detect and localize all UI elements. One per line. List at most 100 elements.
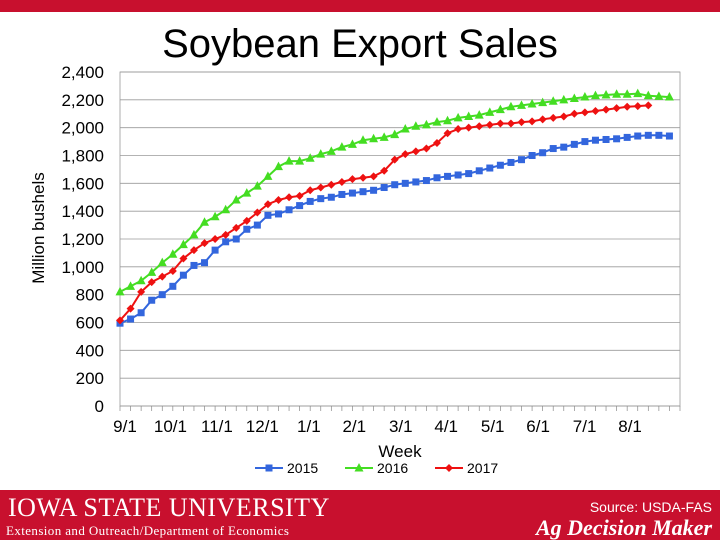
data-point xyxy=(147,267,157,276)
series-2016 xyxy=(115,88,674,296)
data-point xyxy=(190,261,198,269)
data-point xyxy=(633,102,642,111)
data-point xyxy=(273,161,283,171)
y-tick-label: 1,400 xyxy=(61,202,104,221)
x-tick-label: 5/1 xyxy=(481,417,505,436)
data-point xyxy=(391,181,399,189)
data-point xyxy=(232,223,241,232)
x-tick-label: 7/1 xyxy=(573,417,597,436)
data-point xyxy=(211,246,219,254)
data-point xyxy=(486,164,494,172)
data-point xyxy=(221,230,230,239)
data-point xyxy=(178,239,188,249)
legend-item: 2015 xyxy=(255,460,318,476)
data-point xyxy=(622,89,632,98)
data-point xyxy=(401,179,409,187)
data-point xyxy=(590,90,600,100)
data-point xyxy=(338,190,346,198)
legend-label: 2015 xyxy=(287,460,318,476)
data-point xyxy=(295,191,304,200)
data-point xyxy=(454,171,462,179)
data-point xyxy=(263,171,273,180)
data-point xyxy=(454,125,463,134)
data-point xyxy=(485,107,495,116)
data-point xyxy=(475,167,483,175)
data-point xyxy=(549,113,558,122)
legend-label: 2016 xyxy=(377,460,408,476)
top-red-bar xyxy=(0,0,720,12)
data-point xyxy=(168,249,178,258)
data-point xyxy=(654,91,664,100)
data-point xyxy=(496,161,504,169)
data-point xyxy=(189,246,198,255)
data-point xyxy=(601,89,611,99)
data-point xyxy=(539,149,547,157)
data-point xyxy=(115,286,125,296)
data-point xyxy=(411,147,420,156)
y-tick-label: 2,400 xyxy=(61,63,104,82)
data-point xyxy=(201,259,209,267)
data-point xyxy=(580,92,590,101)
y-tick-label: 0 xyxy=(95,397,104,416)
data-point xyxy=(612,104,621,113)
data-point xyxy=(264,211,272,219)
data-point xyxy=(137,309,145,317)
data-point xyxy=(369,133,379,143)
data-point xyxy=(158,291,166,299)
data-point xyxy=(305,153,315,162)
x-tick-label: 6/1 xyxy=(526,417,550,436)
data-point xyxy=(401,150,410,159)
data-point xyxy=(370,186,378,194)
x-tick-label: 12/1 xyxy=(246,417,279,436)
data-point xyxy=(242,216,251,225)
data-point xyxy=(200,217,210,226)
data-point xyxy=(432,138,441,147)
data-point xyxy=(327,193,335,201)
data-point xyxy=(337,177,346,186)
data-point xyxy=(200,239,209,248)
data-point xyxy=(348,189,356,197)
y-tick-label: 1,800 xyxy=(61,147,104,166)
data-point xyxy=(359,173,368,182)
data-point xyxy=(527,99,537,108)
data-point xyxy=(169,282,177,290)
data-point xyxy=(464,111,474,121)
data-point xyxy=(189,229,199,239)
data-point xyxy=(591,136,599,144)
data-point xyxy=(517,118,526,127)
data-point xyxy=(380,184,388,192)
data-point xyxy=(569,93,579,102)
series-2017 xyxy=(116,101,653,325)
x-tick-label: 3/1 xyxy=(389,417,413,436)
data-point xyxy=(644,131,652,139)
data-point xyxy=(295,156,305,165)
data-point xyxy=(421,119,431,129)
data-point xyxy=(443,129,452,138)
data-point xyxy=(232,235,240,243)
data-point xyxy=(591,106,600,115)
y-tick-label: 200 xyxy=(76,369,104,388)
data-point xyxy=(602,105,611,114)
data-point xyxy=(380,166,389,175)
data-point xyxy=(306,197,314,205)
data-point xyxy=(570,109,579,118)
data-point xyxy=(274,196,283,205)
data-point xyxy=(231,195,241,204)
data-point xyxy=(664,92,674,101)
y-tick-label: 400 xyxy=(76,341,104,360)
data-point xyxy=(528,152,536,159)
data-point xyxy=(445,464,453,472)
data-point xyxy=(570,140,578,148)
chart-title: Soybean Export Sales xyxy=(162,22,558,66)
data-point xyxy=(655,131,663,139)
data-point xyxy=(443,115,453,125)
data-point xyxy=(253,221,261,229)
data-point xyxy=(285,206,293,214)
data-point xyxy=(613,135,621,143)
data-point xyxy=(284,156,294,165)
data-point xyxy=(326,146,336,155)
data-point xyxy=(379,132,389,141)
data-point xyxy=(506,119,515,128)
y-tick-label: 600 xyxy=(76,314,104,333)
data-point xyxy=(560,143,568,151)
